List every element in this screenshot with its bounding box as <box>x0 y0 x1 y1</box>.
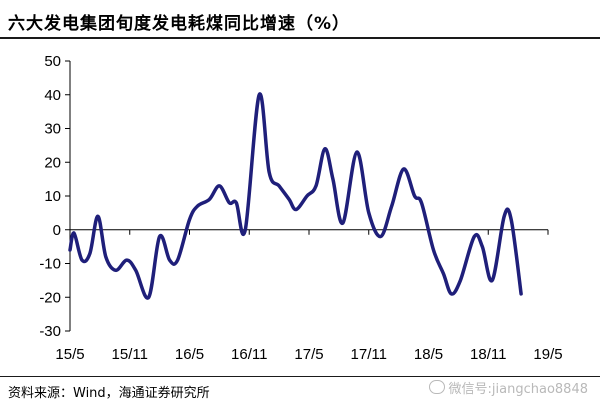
y-tick-label: -30 <box>39 323 61 340</box>
x-tick-label: 15/11 <box>112 346 148 363</box>
x-tick-label: 18/11 <box>470 346 506 363</box>
y-tick-label: -10 <box>39 256 61 273</box>
y-tick-label: -20 <box>39 289 61 306</box>
wechat-icon <box>428 380 445 394</box>
x-tick-label: 19/5 <box>533 346 562 363</box>
x-tick-label: 16/5 <box>175 346 204 363</box>
watermark-text: 微信号:jiangchao8848 <box>448 382 588 397</box>
x-tick-label: 15/5 <box>55 346 84 363</box>
y-tick-label: 40 <box>44 87 61 104</box>
x-tick-label: 17/5 <box>294 346 323 363</box>
y-tick-label: 20 <box>44 154 61 171</box>
footer-rule <box>0 376 600 377</box>
x-tick-label: 16/11 <box>231 346 267 363</box>
series-line <box>68 92 523 300</box>
chart-title: 六大发电集团旬度发电耗煤同比增速（%） <box>8 14 351 34</box>
title-rule <box>0 37 600 39</box>
x-tick-label: 17/11 <box>351 346 387 363</box>
x-tick-label: 18/5 <box>414 346 443 363</box>
y-tick-label: 50 <box>44 53 61 70</box>
watermark: 微信号:jiangchao8848 <box>428 378 588 397</box>
y-tick-label: 0 <box>53 222 61 239</box>
source-note: 资料来源：Wind，海通证券研究所 <box>8 386 210 401</box>
y-tick-label: 30 <box>44 121 61 138</box>
y-tick-label: 10 <box>44 188 61 205</box>
